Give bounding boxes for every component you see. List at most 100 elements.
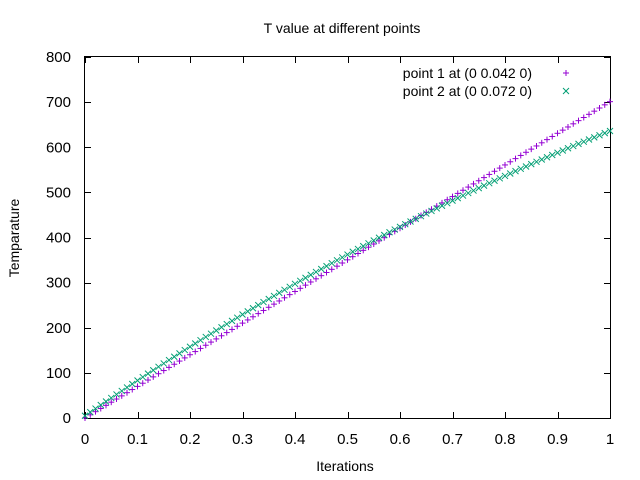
data-point [580,138,588,146]
data-point [275,289,283,297]
data-point [491,177,498,185]
data-point [391,226,399,233]
data-point [538,139,545,146]
data-point [102,398,110,405]
y-tick-label: 100 [46,365,71,382]
data-point [281,294,288,301]
data-point [470,187,477,194]
data-point [286,291,293,298]
data-point [170,353,178,361]
data-point [370,237,378,244]
data-point [218,332,225,339]
y-tick-label: 0 [63,410,71,427]
data-point [166,364,172,371]
data-point [396,223,404,231]
data-point [97,405,104,412]
data-point [307,278,314,285]
x-tick-label: 0.5 [337,431,358,448]
data-point [271,301,277,308]
data-point [297,285,304,292]
data-point [517,152,524,159]
data-point [464,189,472,197]
data-point [344,256,351,263]
y-axis-label: Temparature [6,198,22,277]
data-point [502,161,508,168]
data-point [543,153,551,161]
y-tick-label: 600 [46,139,71,156]
data-point [338,254,346,261]
data-point [292,288,298,295]
x-axis: 0 0.1 0.2 0.3 0.4 0.5 0.6 0.7 0.8 0.9 1 [81,57,614,448]
data-point [580,114,587,121]
data-point [239,320,246,327]
data-point [559,127,566,134]
data-point [491,168,498,175]
data-point [544,136,550,143]
data-point [270,292,278,300]
data-point [160,367,167,374]
data-point [428,207,435,215]
y-axis: 0 100 200 300 400 500 600 700 800 [46,49,610,427]
data-point [376,237,382,244]
data-point [291,280,299,288]
data-point [564,144,572,152]
data-point [528,146,535,153]
data-point [380,231,388,239]
data-point [565,123,571,130]
data-point [191,340,199,347]
data-point [181,354,188,361]
data-point [187,351,193,358]
data-point [155,370,162,377]
data-point [523,149,529,156]
data-point [554,149,561,157]
x-tick-label: 1 [606,431,614,448]
data-point [470,180,477,187]
data-point [134,383,141,390]
data-point [512,167,519,175]
data-point [328,259,336,267]
data-point [397,225,403,232]
x-tick-label: 0 [81,431,89,448]
data-point [454,190,461,197]
data-point [165,356,173,364]
data-point [601,129,609,137]
data-point [134,377,141,384]
data-point [412,215,420,223]
data-point [302,282,309,289]
data-point [250,313,256,320]
data-point [365,239,372,247]
data-point [533,142,540,149]
data-point [265,295,273,303]
data-point [149,366,157,374]
data-point [192,348,199,355]
data-point [533,158,540,166]
data-point [239,311,246,318]
data-point [233,314,241,322]
data-point [86,408,94,416]
data-point [417,212,425,220]
data-point [548,151,556,159]
data-point [349,253,356,260]
data-point [176,350,183,357]
data-point [538,156,546,163]
data-point [97,401,105,409]
data-point [360,247,367,254]
data-point [454,194,462,202]
data-point [212,327,220,334]
data-point [607,98,613,105]
data-point [107,394,115,402]
data-point [438,202,446,210]
data-point [486,171,493,178]
data-point [480,182,488,189]
data-point [506,170,514,177]
chart-title: T value at different points [264,20,421,36]
data-point [260,307,267,314]
data-point [407,218,414,225]
x-tick-label: 0.7 [442,431,463,448]
data-point [359,242,367,250]
y-tick-label: 800 [46,49,71,66]
series-layer [81,98,614,421]
series-1 [82,98,613,421]
data-point [606,127,614,135]
